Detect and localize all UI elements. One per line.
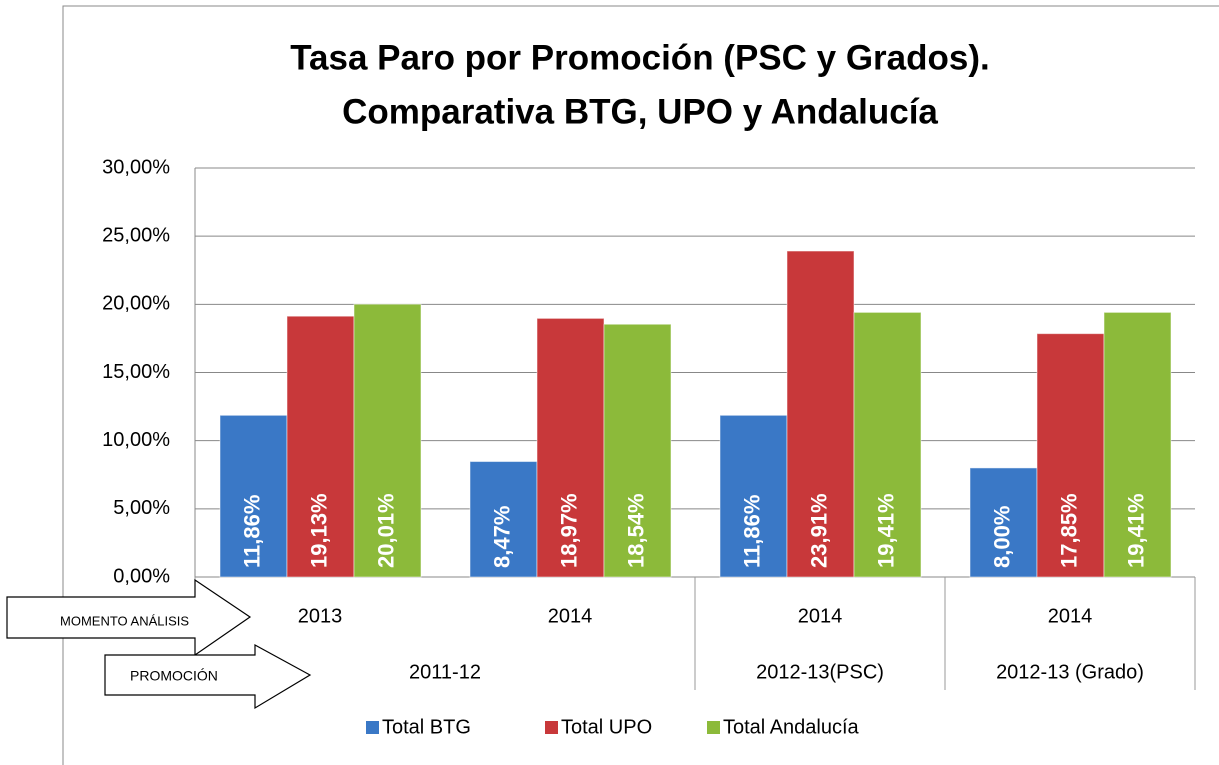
bar bbox=[536, 317, 605, 578]
group-label: 2011-12 bbox=[409, 661, 481, 683]
y-tick-label: 0,00% bbox=[113, 565, 170, 587]
bar bbox=[969, 467, 1038, 578]
chart-title: Comparativa BTG, UPO y Andalucía bbox=[342, 92, 938, 131]
data-label: 18,97% bbox=[556, 493, 581, 568]
y-tick-label: 25,00% bbox=[102, 224, 170, 246]
bar bbox=[603, 323, 672, 578]
x-tick-label: 2014 bbox=[548, 605, 593, 627]
data-label: 20,01% bbox=[373, 493, 398, 568]
bar bbox=[219, 414, 288, 578]
bar bbox=[786, 250, 855, 578]
data-label: 19,13% bbox=[306, 493, 331, 568]
data-label: 17,85% bbox=[1056, 493, 1081, 568]
data-label: 19,41% bbox=[1123, 493, 1148, 568]
bar bbox=[719, 414, 788, 578]
data-label: 11,86% bbox=[739, 495, 764, 568]
data-label: 8,00% bbox=[989, 506, 1014, 568]
arrow bbox=[104, 643, 312, 710]
y-tick-label: 20,00% bbox=[102, 293, 170, 315]
arrow bbox=[6, 578, 252, 657]
legend-swatch bbox=[545, 721, 558, 734]
data-label: 23,91% bbox=[806, 493, 831, 568]
legend-label: Total Andalucía bbox=[723, 716, 860, 738]
x-tick-label: 2014 bbox=[1048, 605, 1093, 627]
data-label: 18,54% bbox=[623, 493, 648, 568]
y-tick-label: 30,00% bbox=[102, 156, 170, 178]
chart-title: Tasa Paro por Promoción (PSC y Grados). bbox=[290, 38, 990, 77]
bar bbox=[353, 303, 422, 578]
y-tick-label: 5,00% bbox=[113, 497, 170, 519]
y-tick-label: 10,00% bbox=[102, 429, 170, 451]
x-tick-label: 2014 bbox=[798, 605, 843, 627]
data-label: 8,47% bbox=[489, 506, 514, 568]
legend-swatch bbox=[707, 721, 720, 734]
bar bbox=[286, 315, 355, 578]
data-label: 19,41% bbox=[873, 493, 898, 568]
group-label: 2012-13(PSC) bbox=[756, 661, 884, 683]
x-tick-label: 2013 bbox=[298, 605, 343, 627]
bar bbox=[1103, 311, 1172, 578]
legend-label: Total BTG bbox=[382, 716, 471, 738]
legend-label: Total UPO bbox=[561, 716, 652, 738]
plot: 0,00% 5,00% 10,00% 15,00% 20,00% 25,00% 30,00%… bbox=[102, 156, 1196, 738]
data-label: 11,86% bbox=[239, 495, 264, 568]
bar bbox=[1036, 333, 1105, 578]
y-tick-label: 15,00% bbox=[102, 361, 170, 383]
annotation: PROMOCIÓN bbox=[130, 668, 218, 684]
annotation: MOMENTO ANÁLISIS bbox=[60, 613, 189, 628]
bar bbox=[853, 311, 922, 578]
legend-swatch bbox=[366, 721, 379, 734]
group-label: 2012-13 (Grado) bbox=[996, 661, 1144, 683]
